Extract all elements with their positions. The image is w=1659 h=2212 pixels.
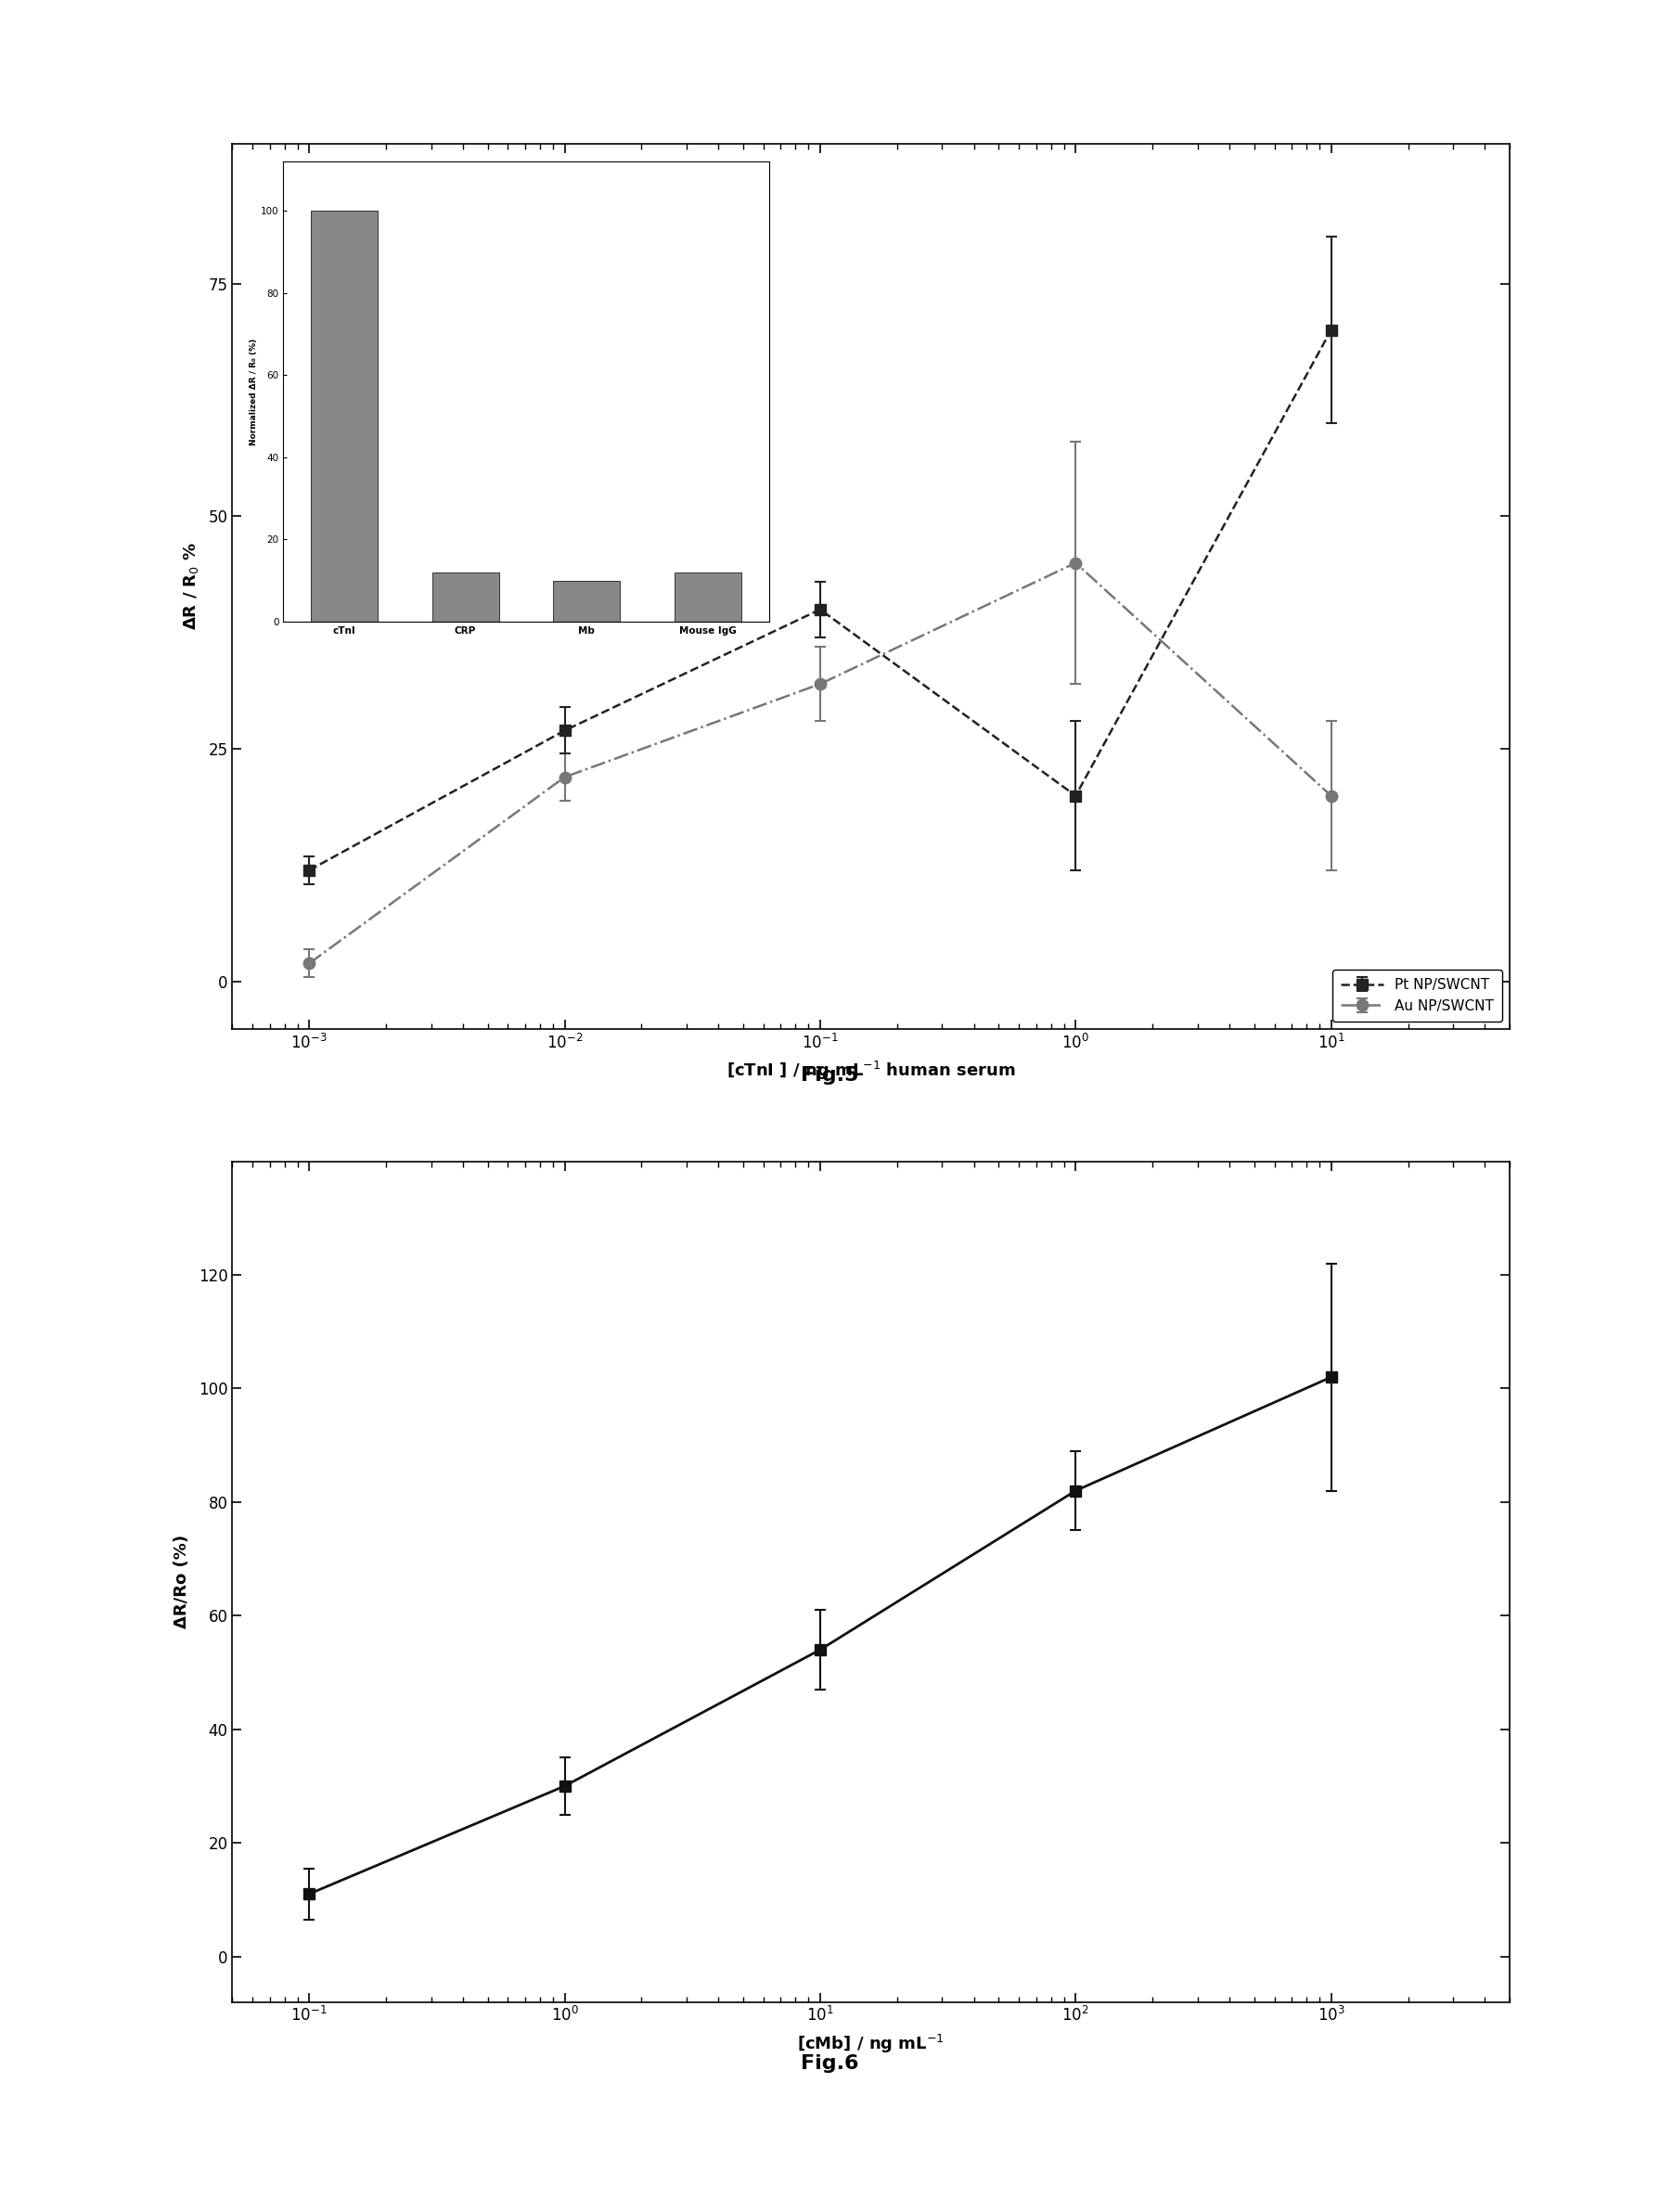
Y-axis label: ΔR/Ro (%): ΔR/Ro (%) bbox=[174, 1535, 191, 1628]
Y-axis label: ΔR / R$_0$ %: ΔR / R$_0$ % bbox=[182, 542, 201, 630]
Text: Fig.6: Fig.6 bbox=[801, 2055, 858, 2073]
X-axis label: [cTnI ] / ng mL$^{-1}$ human serum: [cTnI ] / ng mL$^{-1}$ human serum bbox=[727, 1060, 1015, 1082]
Text: Fig.5: Fig.5 bbox=[801, 1066, 858, 1084]
Legend: Pt NP/SWCNT, Au NP/SWCNT: Pt NP/SWCNT, Au NP/SWCNT bbox=[1332, 969, 1503, 1022]
X-axis label: [cMb] / ng mL$^{-1}$: [cMb] / ng mL$^{-1}$ bbox=[798, 2033, 944, 2055]
